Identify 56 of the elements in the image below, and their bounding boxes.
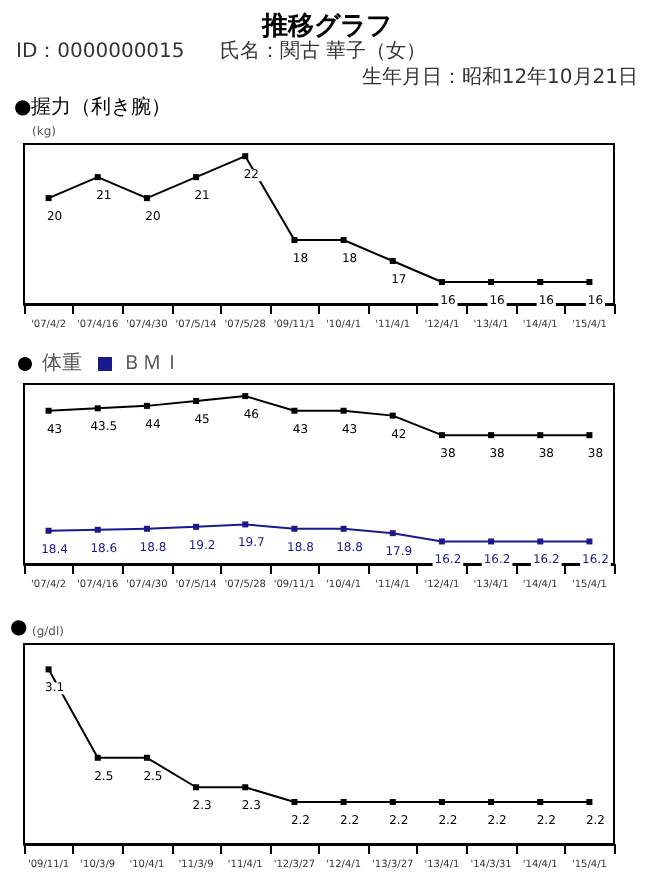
point <box>94 526 101 533</box>
point <box>537 538 544 545</box>
point <box>45 666 52 673</box>
point <box>488 278 495 285</box>
point <box>45 195 52 202</box>
point <box>586 799 593 805</box>
point <box>438 432 445 439</box>
point <box>193 174 200 181</box>
point <box>242 784 249 791</box>
point <box>45 527 52 534</box>
point <box>291 799 298 805</box>
point <box>389 530 396 537</box>
text: ID：0000000015 <box>16 41 185 63</box>
point <box>242 521 249 528</box>
point <box>143 402 150 409</box>
point <box>488 538 495 545</box>
point <box>488 799 495 805</box>
point <box>340 525 347 532</box>
chart-title: ● <box>10 617 28 639</box>
point <box>193 523 200 530</box>
point <box>438 799 445 805</box>
point <box>389 799 396 805</box>
legend-label: 体重 <box>42 351 82 375</box>
point <box>586 432 593 439</box>
point <box>291 525 298 532</box>
point <box>94 174 101 181</box>
point <box>537 799 544 805</box>
point <box>143 754 150 761</box>
point <box>340 407 347 414</box>
point <box>586 278 593 285</box>
point <box>488 432 495 439</box>
point <box>242 393 249 400</box>
point <box>291 407 298 414</box>
text: 氏名：関古 華子（女） <box>220 39 427 63</box>
point <box>586 538 593 545</box>
point <box>291 237 298 244</box>
point <box>389 258 396 265</box>
point <box>242 153 249 160</box>
point <box>193 784 200 791</box>
text: 生年月日：昭和12年10月21日 <box>361 65 639 89</box>
point <box>143 525 150 532</box>
point <box>438 538 445 545</box>
point <box>340 799 347 805</box>
chart-subtitle: ●握力（利き腕） <box>14 95 172 119</box>
point <box>438 278 445 285</box>
point <box>45 407 52 414</box>
point <box>389 412 396 419</box>
point <box>143 195 150 202</box>
point <box>537 278 544 285</box>
chart-title: 推移グラフ <box>260 12 392 42</box>
point <box>193 397 200 404</box>
point <box>340 237 347 244</box>
point <box>94 754 101 761</box>
point <box>94 405 101 412</box>
legend-label: ＢＭＩ <box>122 353 182 375</box>
point <box>537 432 544 439</box>
